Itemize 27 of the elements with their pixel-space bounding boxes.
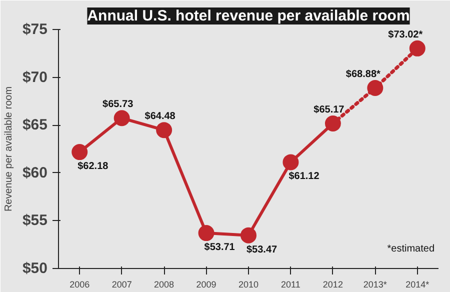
data-label: $53.47 [246, 244, 278, 256]
annotation: *estimated [387, 244, 435, 254]
x-tick-label: 2013* [363, 280, 388, 290]
x-tick-label: 2012 [322, 280, 343, 290]
x-tick-label: 2014* [406, 280, 430, 290]
data-label: $62.18 [78, 161, 109, 172]
y-tick-label: $60 [22, 164, 48, 182]
y-tick-label: $55 [22, 212, 48, 230]
data-label: $68.88* [346, 69, 381, 80]
x-tick-label: 2009 [196, 280, 216, 290]
y-tick-label: $50 [22, 260, 48, 277]
x-tick-label: 2010 [238, 280, 259, 290]
data-label: $64.48 [144, 111, 176, 122]
chart-title: Annual U.S. hotel revenue per available room [87, 8, 410, 24]
x-tick-label: 2008 [154, 280, 174, 290]
y-tick-label: $70 [22, 68, 48, 86]
y-tick-label: $65 [22, 116, 48, 134]
data-label: $65.73 [102, 99, 134, 110]
data-label: $65.17 [314, 104, 345, 116]
data-label: $53.71 [204, 242, 236, 254]
x-tick-label: 2007 [112, 280, 132, 290]
y-tick-label: $75 [22, 21, 48, 38]
data-label: $73.02* [388, 29, 423, 40]
y-axis-title: Revenue per available room [3, 86, 14, 212]
x-tick-label: 2006 [70, 280, 90, 290]
data-label: $61.12 [288, 171, 320, 182]
x-tick-label: 2011 [281, 280, 300, 290]
